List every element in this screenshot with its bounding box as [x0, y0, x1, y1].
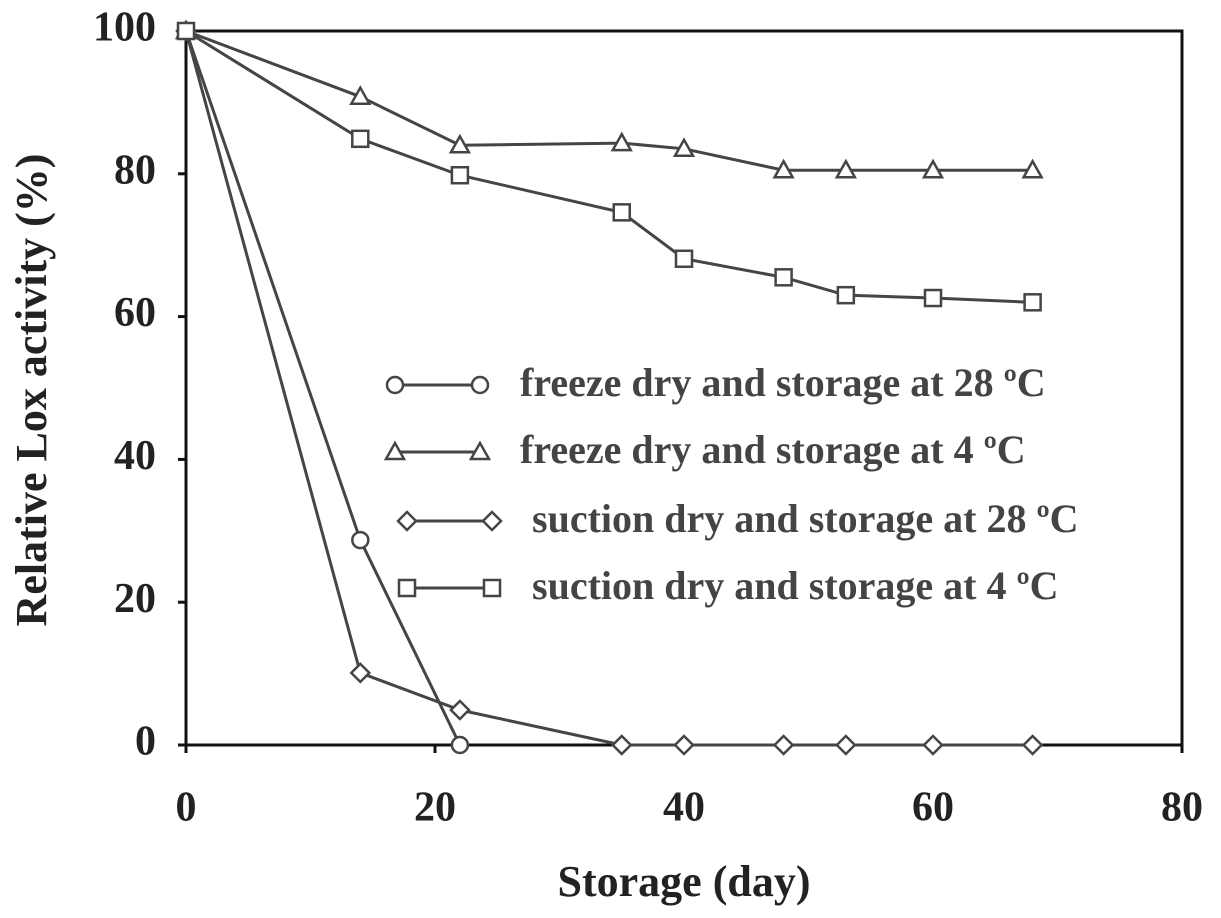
- marker: [351, 129, 370, 149]
- marker: [176, 21, 196, 41]
- marker: [385, 375, 405, 395]
- marker: [774, 268, 793, 287]
- marker: [922, 734, 944, 756]
- marker: [349, 662, 372, 684]
- marker: [482, 578, 502, 598]
- marker: [834, 158, 857, 179]
- x-tick-label: 0: [176, 785, 197, 831]
- marker: [349, 85, 372, 105]
- marker: [923, 288, 943, 308]
- y-tick-label: 20: [114, 576, 156, 622]
- marker: [397, 578, 417, 598]
- y-tick-label: 0: [135, 719, 156, 765]
- x-tick-label: 80: [1161, 785, 1203, 831]
- legend-text: suction dry and storage at 4 ºC: [532, 563, 1059, 608]
- marker: [674, 249, 694, 269]
- x-tick-label: 20: [414, 785, 456, 831]
- marker: [612, 203, 631, 222]
- marker: [610, 131, 633, 152]
- y-tick-label: 80: [114, 147, 156, 193]
- marker: [1023, 293, 1042, 312]
- marker: [450, 165, 470, 185]
- y-tick-label: 60: [114, 290, 156, 336]
- legend-text: freeze dry and storage at 4 ºC: [520, 427, 1026, 472]
- marker: [836, 285, 856, 305]
- marker: [396, 510, 418, 532]
- marker: [468, 440, 492, 461]
- series-line: [185, 29, 1033, 304]
- marker: [772, 734, 795, 756]
- marker: [673, 734, 695, 756]
- y-tick-label: 40: [114, 433, 156, 479]
- marker: [448, 133, 472, 154]
- legend-text: freeze dry and storage at 28 ºC: [520, 360, 1046, 405]
- marker: [921, 158, 945, 179]
- y-tick-label: 100: [93, 5, 156, 51]
- x-tick-label: 60: [912, 785, 954, 831]
- y-axis-label: Relative Lox activity (%): [7, 154, 56, 627]
- marker: [481, 510, 503, 532]
- marker: [351, 530, 370, 550]
- marker: [383, 440, 407, 461]
- marker: [610, 734, 633, 756]
- marker: [449, 699, 471, 721]
- marker: [1021, 734, 1044, 756]
- marker: [772, 158, 795, 179]
- x-tick-label: 40: [663, 785, 705, 831]
- marker: [1021, 158, 1044, 179]
- x-axis-label: Storage (day): [558, 857, 811, 906]
- marker: [450, 735, 470, 755]
- marker: [672, 137, 696, 158]
- series-line: [185, 29, 1033, 172]
- legend-text: suction dry and storage at 28 ºC: [532, 496, 1079, 541]
- series-line: [184, 30, 462, 746]
- marker: [835, 734, 857, 756]
- marker: [470, 375, 490, 395]
